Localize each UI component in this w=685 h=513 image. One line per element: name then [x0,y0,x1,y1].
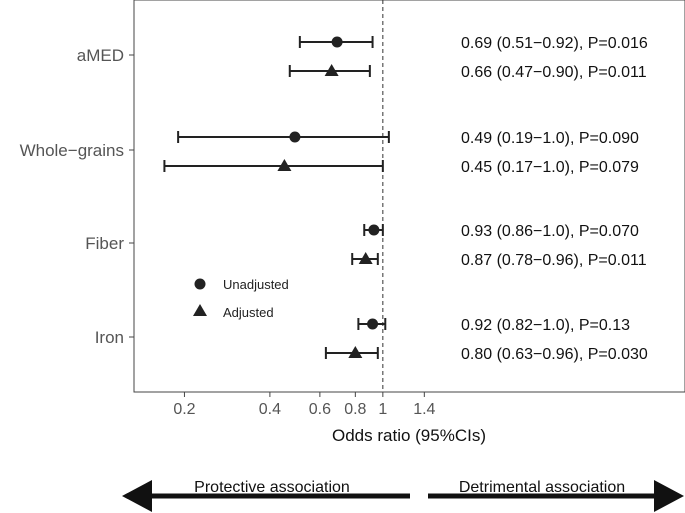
x-axis-label: Odds ratio (95%CIs) [332,426,486,445]
point-unadjusted [367,318,379,330]
y-tick-label: Whole−grains [20,141,124,160]
protective-association-label: Protective association [194,479,350,496]
point-adjusted [324,64,339,76]
legend-label-adjusted: Adjusted [223,305,274,320]
detrimental-association-label: Detrimental association [459,479,625,496]
point-unadjusted [368,224,380,236]
x-tick-label: 0.2 [173,401,195,418]
estimate-label: 0.92 (0.82−1.0), P=0.13 [461,317,630,334]
estimate-label: 0.66 (0.47−0.90), P=0.011 [461,64,647,81]
point-unadjusted [289,131,301,143]
x-tick-label: 0.8 [344,401,366,418]
point-adjusted [277,159,292,171]
estimate-label: 0.93 (0.86−1.0), P=0.070 [461,223,639,240]
estimate-label: 0.69 (0.51−0.92), P=0.016 [461,35,648,52]
direction-arrows: Protective association Detrimental assoc… [122,479,684,512]
y-tick-label: Fiber [85,234,124,253]
legend-triangle-icon [193,304,207,316]
x-tick-label: 0.6 [309,401,331,418]
plot-panel-border [133,0,685,393]
x-tick-label: 1 [378,401,387,418]
point-unadjusted [331,36,343,48]
legend-label-unadjusted: Unadjusted [223,277,289,292]
estimate-label: 0.45 (0.17−1.0), P=0.079 [461,159,639,176]
estimate-label: 0.87 (0.78−0.96), P=0.011 [461,252,647,269]
point-adjusted [358,252,373,264]
estimate-label: 0.49 (0.19−1.0), P=0.090 [461,130,639,147]
y-tick-label: Iron [95,328,124,347]
x-tick-label: 0.4 [259,401,281,418]
detrimental-arrow-head [654,480,684,512]
point-adjusted [348,346,363,358]
x-tick-label: 1.4 [413,401,435,418]
protective-arrow-head [122,480,152,512]
estimate-label: 0.80 (0.63−0.96), P=0.030 [461,346,648,363]
legend-circle-icon [194,278,206,290]
y-tick-label: aMED [77,46,124,65]
